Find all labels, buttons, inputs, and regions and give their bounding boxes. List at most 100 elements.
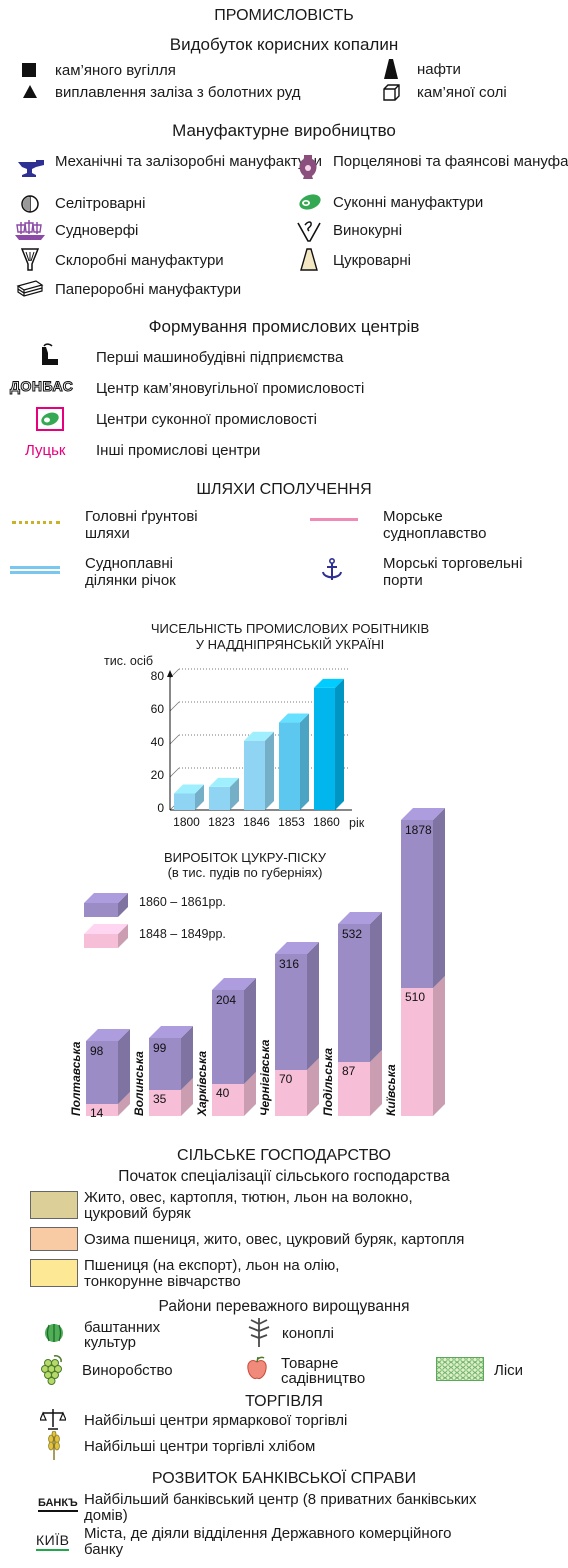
sugar-bar-new-front [401,820,433,988]
sugar-bar-new [149,1026,193,1090]
zone-1-swatch [30,1191,78,1219]
route-sea-l2: судноплавство [383,525,487,542]
saltpeter-icon [21,195,39,213]
tick-mark [169,734,180,745]
legend-1848-swatch [84,924,128,948]
center-other-label: Інші промислові центри [96,442,261,459]
sugar-bar-old-front [338,1062,370,1116]
sugar-bar-new-side [244,978,256,1084]
province-label: Подільська [321,1048,335,1116]
worker-bar-side [300,713,309,810]
x-tick-label: 1853 [278,815,305,829]
legend-1848-swatch-side [118,924,128,948]
sugar-bar-old [212,1072,256,1116]
region-forest-label: Ліси [494,1362,524,1379]
y-tick-label: 80 [151,669,165,683]
sugar-bar-new [338,912,382,1062]
sugar-bar-new [401,808,445,988]
sugar-loaf-icon [300,248,318,271]
scales-icon [40,1409,66,1430]
sugar-chart-title: ВИРОБІТОК ЦУКРУ-ПІСКУ [163,850,327,865]
sugar-bar-new-front [275,954,307,1070]
sugar-bar-new-top [338,912,382,924]
bank-main-l2: домів) [84,1507,128,1524]
bank-mark: БАНКЪ [38,1497,78,1512]
sugar-bar-old-front [275,1070,307,1116]
cloth-center-frame-icon [36,407,64,431]
sugar-bar-new-side [370,912,382,1062]
sugar-bar-new [275,942,319,1070]
sugar-bar-new-side [307,942,319,1070]
centers-title: Формування промислових центрів [148,317,420,336]
province-label: Чернігівська [258,1039,272,1116]
y-tick-label: 60 [151,702,165,716]
sugar-old-value: 87 [342,1064,356,1078]
legend-1860-label: 1860 – 1861рр. [139,895,226,909]
sugar-new-value: 99 [153,1041,167,1055]
zone-3-swatch [30,1259,78,1287]
sugar-bar-old-side [370,1050,382,1116]
sugar-bar-new-side [118,1029,130,1104]
sugar-new-value: 532 [342,927,362,941]
sugar-bar-new-top [149,1026,193,1038]
anchor-icon [322,558,342,580]
worker-bar-front [174,793,195,810]
sugar-bar-new-front [338,924,370,1062]
wheat-icon [48,1431,60,1460]
sugar-bar-old-front [212,1084,244,1116]
region-garden-l2: садівництво [281,1370,366,1387]
zone-1-l2: цукровий буряк [84,1205,191,1222]
trade-grain-label: Найбільші центри торгівлі хлібом [84,1438,316,1455]
sugar-bar-new-top [275,942,319,954]
mining-coal-label: кам’яного вугілля [55,62,176,79]
salt-cube-icon [383,84,400,101]
sugar-chart: 14 98 Полтавська 35 99 Волинська 40 204 Харківсь… [69,808,445,1120]
worker-bar-top [174,784,204,794]
tick-mark [169,701,180,712]
manuf-saltpeter-label: Селітроварні [55,195,146,212]
worker-bar-side [335,678,344,810]
anvil-icon [18,160,44,177]
sugar-new-value: 1878 [405,823,432,837]
route-roads-l2: шляхи [85,525,130,542]
sugar-bar-old-front [401,988,433,1116]
glass-icon [21,248,39,271]
worker-bar-top [244,731,274,741]
sugar-bar-old-front [149,1090,181,1116]
lutsk-mark: Луцьк [25,442,66,459]
sugar-bar-old [86,1092,130,1116]
apple-icon [247,1356,267,1379]
worker-bar-front [279,722,300,810]
sugar-old-value: 70 [279,1072,293,1086]
legend-1848-swatch-front [84,934,118,948]
manuf-mechanical-l1: Механічні та залізоробні мануфактури [55,153,322,170]
sugar-bar-old-front [86,1104,118,1116]
route-river-l2: ділянки річок [85,572,176,589]
trade-title: ТОРГІВЛЯ [245,1393,323,1410]
factory-icon [42,343,58,365]
workers-chart: 80 60 40 20 0 1800 1823 1846 1853 1860 [151,668,352,829]
sugar-old-value: 40 [216,1086,230,1100]
sugar-bar-new-side [433,808,445,988]
sugar-bar-new-top [401,808,445,820]
worker-bar-front [244,740,265,810]
center-machine-label: Перші машинобудівні підприємства [96,349,344,366]
sugar-old-value: 510 [405,990,425,1004]
region-melon-l2: культур [84,1334,137,1351]
legend-1848-label: 1848 – 1849рр. [139,927,226,941]
y-tick-label: 0 [157,801,164,815]
sugar-chart-subtitle: (в тис. пудів по губерніях) [167,865,323,880]
sugar-bar-new-top [86,1029,130,1041]
route-sea-l1: Морське [383,508,443,525]
distillery-icon [297,221,321,242]
sugar-old-value: 14 [90,1106,104,1120]
paper-stack-icon [16,280,44,297]
x-tick-label: 1860 [313,815,340,829]
industry-title: ПРОМИСЛОВІСТЬ [214,7,354,24]
legend-1860-swatch-top [84,893,128,903]
regions-title: Райони переважного вирощування [158,1298,410,1315]
workers-ylabel: тис. осіб [104,654,154,668]
dirt-road-line [12,521,60,524]
routes-title: ШЛЯХИ СПОЛУЧЕННЯ [196,481,372,498]
x-tick-label: 1846 [243,815,270,829]
